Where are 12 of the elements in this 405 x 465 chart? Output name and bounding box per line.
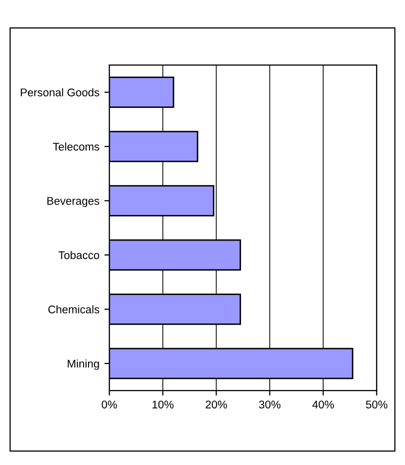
- y-tick-label: Chemicals: [48, 305, 100, 314]
- y-tick-label: Beverages: [47, 197, 100, 208]
- y-tick-label: Personal Goods: [20, 88, 100, 96]
- x-tick-label: 50%: [366, 400, 388, 408]
- y-tick-label: Telecoms: [52, 142, 100, 151]
- x-tick-label: 20%: [206, 400, 227, 408]
- x-tick-label: 30%: [259, 400, 280, 408]
- x-tick-label: 10%: [152, 400, 174, 408]
- y-tick-label: Tobacco: [58, 250, 100, 260]
- y-tick-label: Mining: [68, 359, 99, 370]
- x-tick-label: 40%: [312, 400, 334, 408]
- x-tick-label: 0%: [102, 400, 117, 408]
